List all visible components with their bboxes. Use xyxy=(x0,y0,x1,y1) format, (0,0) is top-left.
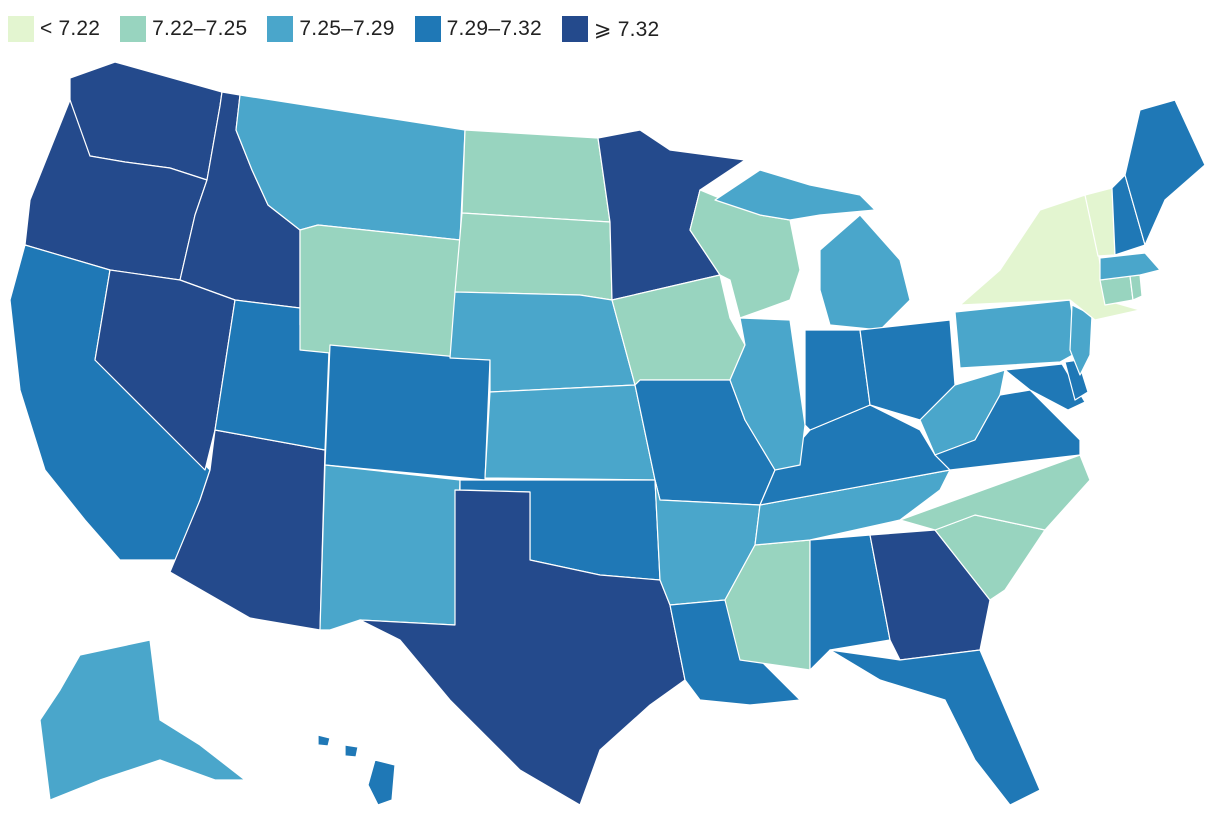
state-WY[interactable] xyxy=(299,224,461,366)
state-KS[interactable] xyxy=(484,384,656,481)
state-TX[interactable] xyxy=(359,489,686,806)
state-HI-3[interactable] xyxy=(317,734,331,747)
legend-item-4: ⩾ 7.32 xyxy=(561,16,660,42)
legend-swatch-3 xyxy=(414,16,441,42)
legend-item-1: 7.22–7.25 xyxy=(120,16,247,42)
state-MA[interactable] xyxy=(1099,252,1161,281)
state-PA[interactable] xyxy=(954,299,1079,369)
state-NM[interactable] xyxy=(319,464,461,631)
legend-swatch-1 xyxy=(120,16,147,42)
states-layer xyxy=(9,61,1206,806)
legend-item-3: 7.29–7.32 xyxy=(414,16,542,42)
legend-label-4: ⩾ 7.32 xyxy=(593,17,660,41)
legend: < 7.22 7.22–7.25 7.25–7.29 7.29–7.32 ⩾ 7… xyxy=(8,12,679,46)
state-MD[interactable] xyxy=(1004,363,1086,411)
state-MI[interactable] xyxy=(819,214,911,331)
legend-label-0: < 7.22 xyxy=(40,17,101,40)
legend-label-1: 7.22–7.25 xyxy=(152,17,248,40)
state-IL[interactable] xyxy=(729,317,806,471)
legend-swatch-2 xyxy=(267,16,294,42)
state-ND[interactable] xyxy=(461,129,611,223)
state-VA[interactable] xyxy=(934,389,1081,471)
state-HI[interactable] xyxy=(367,759,396,806)
state-MI-UP[interactable] xyxy=(714,169,876,221)
legend-label-3: 7.29–7.32 xyxy=(446,17,542,40)
legend-item-0: < 7.22 xyxy=(8,16,100,42)
legend-label-2: 7.25–7.29 xyxy=(299,17,395,40)
state-HI-2[interactable] xyxy=(344,744,359,758)
state-FL[interactable] xyxy=(829,649,1041,806)
state-AL[interactable] xyxy=(809,534,891,671)
state-CO[interactable] xyxy=(324,344,491,481)
legend-swatch-0 xyxy=(8,16,34,42)
state-ME[interactable] xyxy=(1124,99,1206,246)
legend-swatch-4 xyxy=(561,16,588,42)
state-AK[interactable] xyxy=(39,639,246,801)
legend-item-2: 7.25–7.29 xyxy=(267,16,394,42)
state-CT[interactable] xyxy=(1099,275,1134,306)
state-IN[interactable] xyxy=(804,329,871,431)
state-SD[interactable] xyxy=(454,212,613,301)
